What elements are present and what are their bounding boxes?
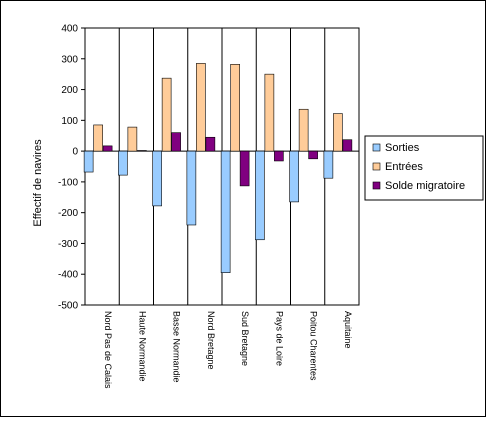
legend-swatch bbox=[372, 181, 381, 190]
x-category-label: Poitou Charentes bbox=[309, 311, 319, 381]
y-tick-label: -200 bbox=[58, 208, 78, 219]
legend: Sorties Entrées Solde migratoire bbox=[364, 135, 484, 201]
legend-entry: Solde migratoire bbox=[385, 180, 465, 192]
y-tick-label: -300 bbox=[58, 239, 78, 250]
bar bbox=[205, 136, 216, 152]
y-tick-label: -400 bbox=[58, 270, 78, 281]
bar bbox=[83, 150, 94, 173]
x-category-label: Haute Normandie bbox=[137, 311, 147, 382]
legend-entry: Sorties bbox=[385, 142, 420, 154]
y-tick-label: -100 bbox=[58, 177, 78, 188]
legend-box bbox=[364, 135, 484, 201]
legend-swatch bbox=[372, 162, 381, 171]
bar bbox=[171, 132, 181, 152]
y-tick-label: 200 bbox=[61, 85, 78, 96]
x-category-label: Pays de Loire bbox=[274, 311, 284, 366]
bar bbox=[342, 139, 353, 152]
bar bbox=[333, 113, 343, 152]
legend-swatch bbox=[372, 143, 381, 152]
bar bbox=[118, 150, 128, 176]
bar bbox=[289, 150, 299, 203]
bar bbox=[230, 64, 240, 152]
y-tick-label: -500 bbox=[58, 301, 78, 312]
bar bbox=[239, 150, 250, 187]
x-category-label: Aquitaine bbox=[343, 311, 353, 349]
y-axis-label: Effectif de navires bbox=[32, 139, 44, 227]
bar bbox=[220, 150, 231, 273]
y-tick-label: 0 bbox=[72, 147, 78, 158]
y-tick-label: 400 bbox=[61, 24, 78, 35]
bar bbox=[298, 108, 309, 152]
bar bbox=[255, 150, 265, 241]
x-category-label: Sud Bretagne bbox=[240, 311, 250, 366]
bar bbox=[196, 63, 206, 152]
bar bbox=[102, 145, 113, 152]
bar bbox=[127, 126, 138, 152]
y-tick-label: 300 bbox=[61, 54, 78, 65]
bar bbox=[264, 73, 275, 152]
bar bbox=[93, 124, 103, 152]
bars bbox=[83, 63, 353, 273]
bar bbox=[186, 150, 197, 226]
x-category-label: Nord Bretagne bbox=[206, 311, 216, 370]
bar bbox=[137, 150, 147, 152]
bar bbox=[274, 150, 284, 162]
y-tick-label: 100 bbox=[61, 116, 78, 127]
x-category-label: Nord Pas de Calais bbox=[103, 311, 113, 389]
bar bbox=[152, 150, 162, 207]
bar bbox=[308, 150, 318, 160]
x-category-label: Basse Normandie bbox=[172, 311, 182, 383]
x-axis-categories: Nord Pas de Calais Haute Normandie Basse N… bbox=[103, 311, 353, 389]
legend-entry: Entrées bbox=[385, 161, 423, 173]
bar bbox=[161, 77, 172, 152]
bar bbox=[323, 150, 334, 179]
y-axis-ticks: 400 300 200 100 0 -100 -200 -300 -400 -500 bbox=[58, 24, 85, 312]
